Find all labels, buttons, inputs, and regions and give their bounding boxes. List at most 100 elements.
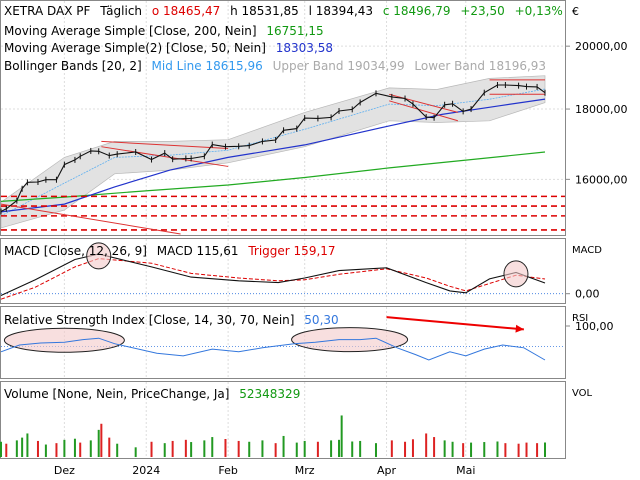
high-value: h 18531,85: [230, 4, 299, 18]
change-value: +23,50: [460, 4, 504, 18]
volume-bar: [390, 440, 393, 457]
x-tick-label: Feb: [218, 464, 237, 477]
trigger-value: Trigger 159,17: [247, 244, 335, 258]
volume-bar: [190, 442, 193, 457]
volume-bar: [411, 439, 414, 457]
volume-bar: [21, 437, 24, 457]
price-tick-label: 16000,00: [575, 173, 628, 186]
volume-bar: [171, 440, 174, 457]
volume-bar: [433, 437, 436, 457]
x-tick-label: Mrz: [295, 464, 315, 477]
macd-tick-label: 0,00: [575, 288, 600, 301]
rsi-axis-label: RSI: [572, 313, 588, 324]
bollinger-band-area: [0, 75, 546, 229]
close-value: c 18496,79: [383, 4, 451, 18]
volume-bar: [63, 439, 66, 457]
volume-bar: [97, 429, 100, 457]
trend-line: [101, 140, 229, 149]
volume-layer: [0, 415, 546, 457]
macd-name: MACD [Close, 12, 26, 9]: [4, 244, 147, 258]
volume-bar: [36, 440, 39, 457]
price-tick-label: 20000,00: [575, 40, 628, 53]
volume-bar: [295, 442, 298, 457]
bollinger-upper: Upper Band 19034,99: [273, 59, 405, 73]
volume-bar: [483, 442, 486, 457]
trend-line: [101, 146, 229, 167]
volume-bar: [303, 440, 306, 457]
volume-bar: [451, 441, 454, 457]
macd-layer: [0, 242, 565, 300]
macd-header: MACD [Close, 12, 26, 9] MACD 115,61 Trig…: [4, 244, 336, 258]
x-tick-label: Apr: [377, 464, 397, 477]
volume-bar: [496, 441, 499, 457]
volume-bar: [248, 441, 251, 457]
bollinger-lower: Lower Band 18196,93: [414, 59, 546, 73]
sma200-value: 16751,15: [266, 24, 323, 38]
volume-bar: [274, 443, 277, 457]
legend-sma50: Moving Average Simple(2) [Close, 50, Nei…: [4, 41, 333, 55]
rsi-value: 50,30: [304, 313, 338, 327]
volume-bar: [330, 440, 333, 457]
volume-bar: [462, 443, 465, 457]
axis-layer: Dez 2024 Feb Mrz Apr Mai 16000,00 18000,00 20000…: [54, 40, 628, 477]
rsi-header: Relative Strength Index [Close, 14, 30, …: [4, 313, 339, 327]
macd-axis-label: MACD: [572, 245, 602, 256]
volume-bar: [44, 444, 47, 457]
rsi-line: [0, 337, 546, 361]
volume-bar: [224, 439, 227, 457]
volume-bar: [316, 441, 319, 457]
volume-bar: [282, 435, 285, 457]
change-percent: +0,13%: [515, 4, 563, 18]
low-value: l 18394,43: [309, 4, 373, 18]
open-value: o 18465,47: [152, 4, 220, 18]
volume-value: 52348329: [239, 387, 300, 401]
volume-axis-label: VOL: [572, 388, 593, 399]
price-tick-label: 18000,00: [575, 103, 628, 116]
macd-highlight-circle: [503, 260, 529, 288]
rsi-divergence-arrow: [386, 316, 524, 331]
volume-header: Volume [None, Nein, PriceChange, Ja] 523…: [4, 387, 300, 401]
volume-bar: [517, 443, 520, 457]
rsi-name: Relative Strength Index [Close, 14, 30, …: [4, 313, 294, 327]
instrument-name: XETRA DAX PF: [4, 4, 91, 18]
volume-bar: [134, 447, 137, 457]
rsi-tick-label: 100,00: [575, 320, 614, 333]
volume-bar: [470, 442, 473, 457]
bollinger-name: Bollinger Bands [20, 2]: [4, 59, 142, 73]
x-tick-label: 2024: [132, 464, 160, 477]
volume-bar: [184, 439, 187, 457]
volume-bar: [116, 443, 119, 457]
volume-bar: [544, 442, 546, 457]
volume-bar: [338, 439, 341, 457]
volume-bar: [374, 443, 377, 457]
volume-bar: [108, 437, 111, 457]
volume-bar: [211, 437, 214, 457]
volume-bar: [443, 440, 446, 457]
volume-bar: [261, 440, 264, 457]
interval-label: Täglich: [99, 4, 142, 18]
volume-bar: [15, 440, 18, 457]
volume-bar: [359, 440, 362, 457]
volume-bar: [5, 443, 8, 457]
sma200-line: [0, 151, 546, 202]
trend-line: [389, 93, 458, 113]
currency-label: €: [572, 5, 579, 18]
sma50-name: Moving Average Simple(2) [Close, 50, Nei…: [4, 41, 266, 55]
volume-bar: [203, 440, 206, 457]
volume-bar: [404, 441, 407, 457]
volume-bar: [55, 443, 58, 457]
x-tick-label: Dez: [54, 464, 75, 477]
volume-bar: [79, 442, 82, 457]
volume-bar: [0, 441, 2, 457]
macd-value: MACD 115,61: [157, 244, 239, 258]
legend-bollinger: Bollinger Bands [20, 2] Mid Line 18615,9…: [4, 59, 546, 73]
volume-bar: [163, 443, 166, 457]
volume-bar: [150, 441, 153, 457]
volume-name: Volume [None, Nein, PriceChange, Ja]: [4, 387, 229, 401]
trend-line: [389, 100, 458, 122]
svg-text:XETRA DAX PF Täglich: XETRA DAX PF Täglich o 18465,47 h 18531,…: [4, 4, 563, 18]
rsi-highlight-ellipse: [3, 327, 125, 353]
volume-bar: [100, 423, 103, 457]
trend-line: [0, 203, 181, 235]
